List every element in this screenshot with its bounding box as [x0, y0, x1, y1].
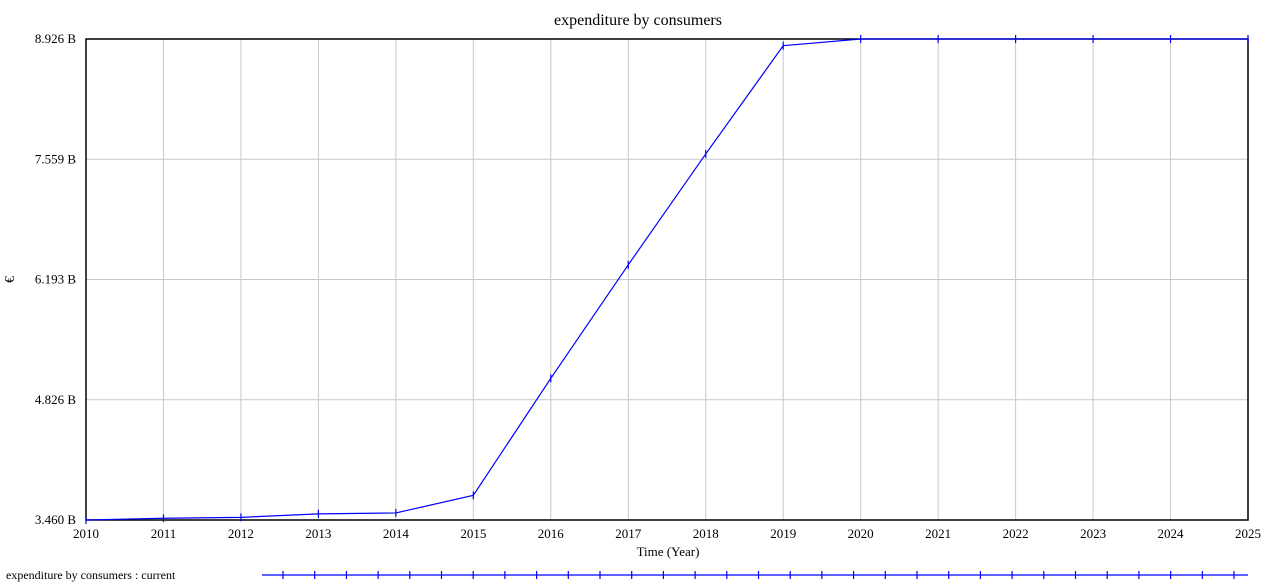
x-tick-label: 2013 [305, 526, 331, 541]
y-axis-label: € [3, 276, 18, 283]
x-tick-label: 2019 [770, 526, 796, 541]
x-tick-label: 2025 [1235, 526, 1261, 541]
x-axis-label: Time (Year) [637, 544, 700, 559]
legend-label: expenditure by consumers : current [6, 568, 176, 582]
chart-title: expenditure by consumers [554, 12, 722, 29]
x-tick-label: 2014 [383, 526, 410, 541]
x-tick-label: 2018 [693, 526, 719, 541]
plot-frame [85, 38, 1249, 521]
legend: expenditure by consumers : current [6, 568, 1248, 582]
x-tick-label: 2024 [1158, 526, 1185, 541]
y-tick-label: 7.559 B [35, 151, 77, 166]
y-tick-label: 8.926 B [35, 31, 77, 46]
series-expenditure-by-consumers [85, 35, 1249, 524]
x-tick-label: 2021 [925, 526, 951, 541]
x-tick-label: 2012 [228, 526, 254, 541]
x-axis: 2010 2011 2012 2013 2014 2015 2016 2017 2018 2019… [73, 526, 1261, 541]
y-tick-label: 4.826 B [35, 392, 77, 407]
series-line [85, 38, 1248, 521]
x-tick-label: 2022 [1003, 526, 1029, 541]
x-tick-label: 2017 [615, 526, 642, 541]
legend-line [262, 571, 1248, 579]
x-tick-label: 2010 [73, 526, 99, 541]
x-tick-label: 2023 [1080, 526, 1106, 541]
y-axis: 3.460 B 4.826 B 6.193 B 7.559 B 8.926 B [35, 31, 77, 527]
x-tick-label: 2020 [848, 526, 874, 541]
y-tick-label: 6.193 B [35, 272, 77, 287]
x-tick-label: 2016 [538, 526, 565, 541]
y-tick-label: 3.460 B [35, 512, 77, 527]
x-tick-label: 2011 [151, 526, 177, 541]
x-tick-label: 2015 [460, 526, 486, 541]
grid [85, 38, 1249, 521]
